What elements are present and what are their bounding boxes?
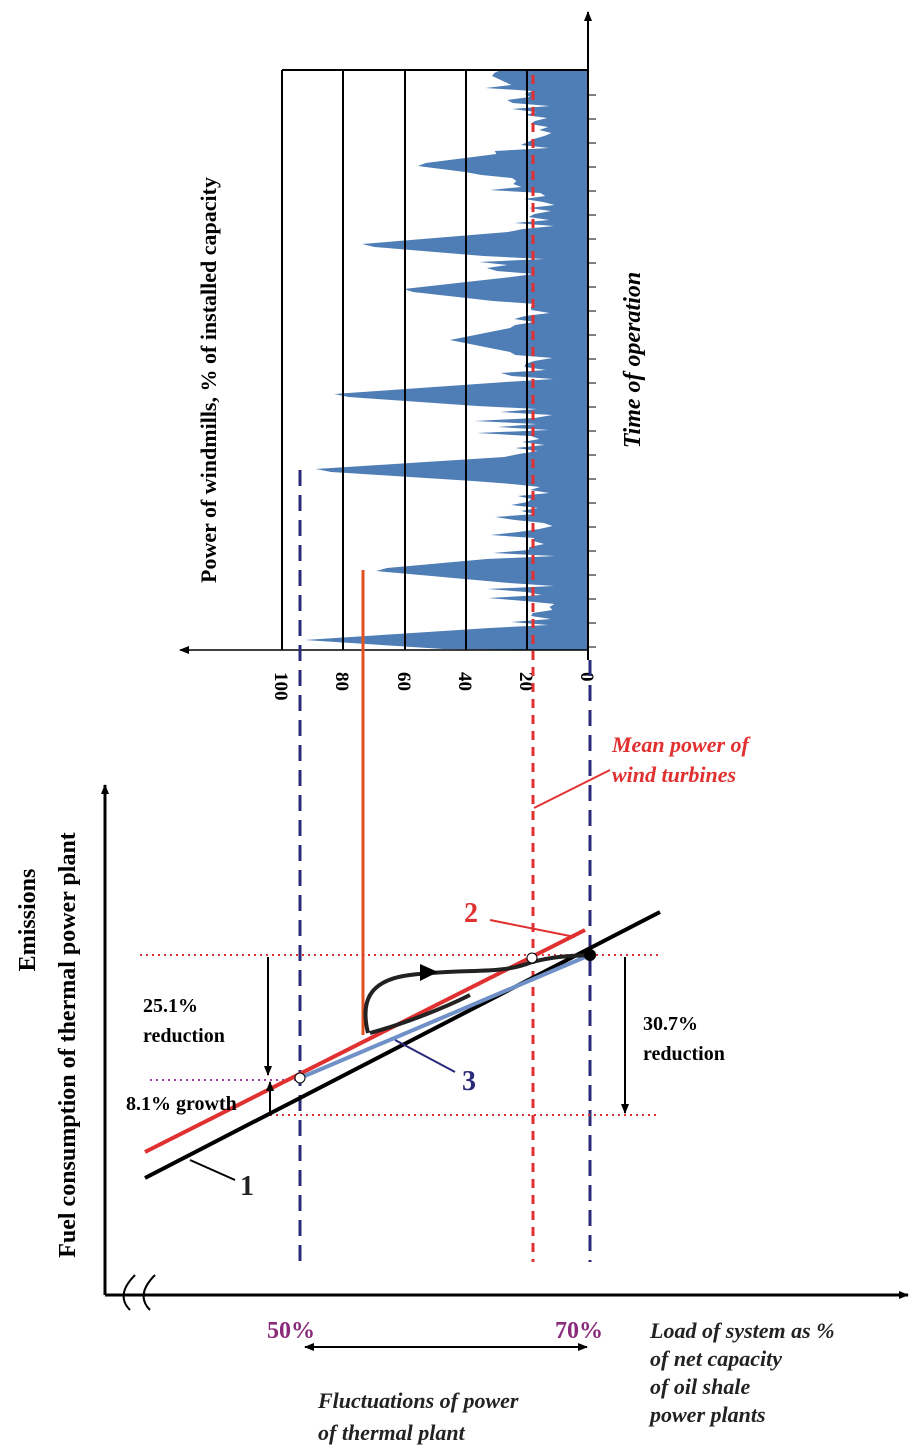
line-label: 2 (464, 898, 478, 929)
wind-axis-label: Power of windmills, % of installed capac… (196, 177, 221, 583)
point (584, 949, 596, 961)
wind-tick-label: 20 (515, 672, 536, 691)
mean-label: wind turbines (612, 762, 736, 787)
wind-power-area (305, 70, 588, 650)
line-label: 1 (240, 1171, 254, 1202)
x-axis-label: Load of system as % (649, 1318, 835, 1343)
point (294, 1072, 306, 1084)
operation-loop (363, 953, 591, 1035)
reduction-label: reduction (643, 1043, 725, 1065)
wind-tick-label: 40 (454, 672, 475, 691)
pointer-2 (489, 919, 576, 938)
wind-tick-label: 80 (331, 672, 352, 691)
fuel-label: Fuel consumption of thermal power plant (55, 832, 81, 1258)
wind-tick-label: 100 (270, 672, 291, 701)
line-3 (299, 953, 591, 1080)
reduction-label: reduction (143, 1025, 225, 1047)
pointer-1 (189, 1159, 236, 1181)
fluctuation-label: Fluctuations of power (317, 1388, 519, 1413)
line-label: 3 (462, 1066, 476, 1097)
x-axis-label: power plants (648, 1402, 766, 1427)
x-mark: 70% (555, 1318, 603, 1344)
emissions-label: Emissions (15, 869, 41, 972)
mean-pointer (533, 769, 611, 809)
loop-arrow (420, 964, 438, 981)
point (526, 952, 538, 964)
x-axis-label: of net capacity (650, 1346, 782, 1371)
wind-tick-label: 60 (393, 672, 414, 691)
growth-label: 8.1% growth (126, 1093, 237, 1115)
x-axis-label: of oil shale (650, 1374, 750, 1399)
fluctuation-label: of thermal plant (318, 1420, 466, 1445)
axis-break (122, 1274, 156, 1311)
wind-grid (281, 69, 588, 650)
x-mark: 50% (267, 1318, 315, 1344)
pointer-3 (394, 1039, 456, 1073)
reduction-label: 25.1% (143, 995, 198, 1017)
wind-tick-label: 0 (576, 672, 597, 682)
reduction-label: 30.7% (643, 1013, 698, 1035)
mean-label: Mean power of (611, 732, 752, 757)
time-label: Time of operation (620, 272, 646, 448)
